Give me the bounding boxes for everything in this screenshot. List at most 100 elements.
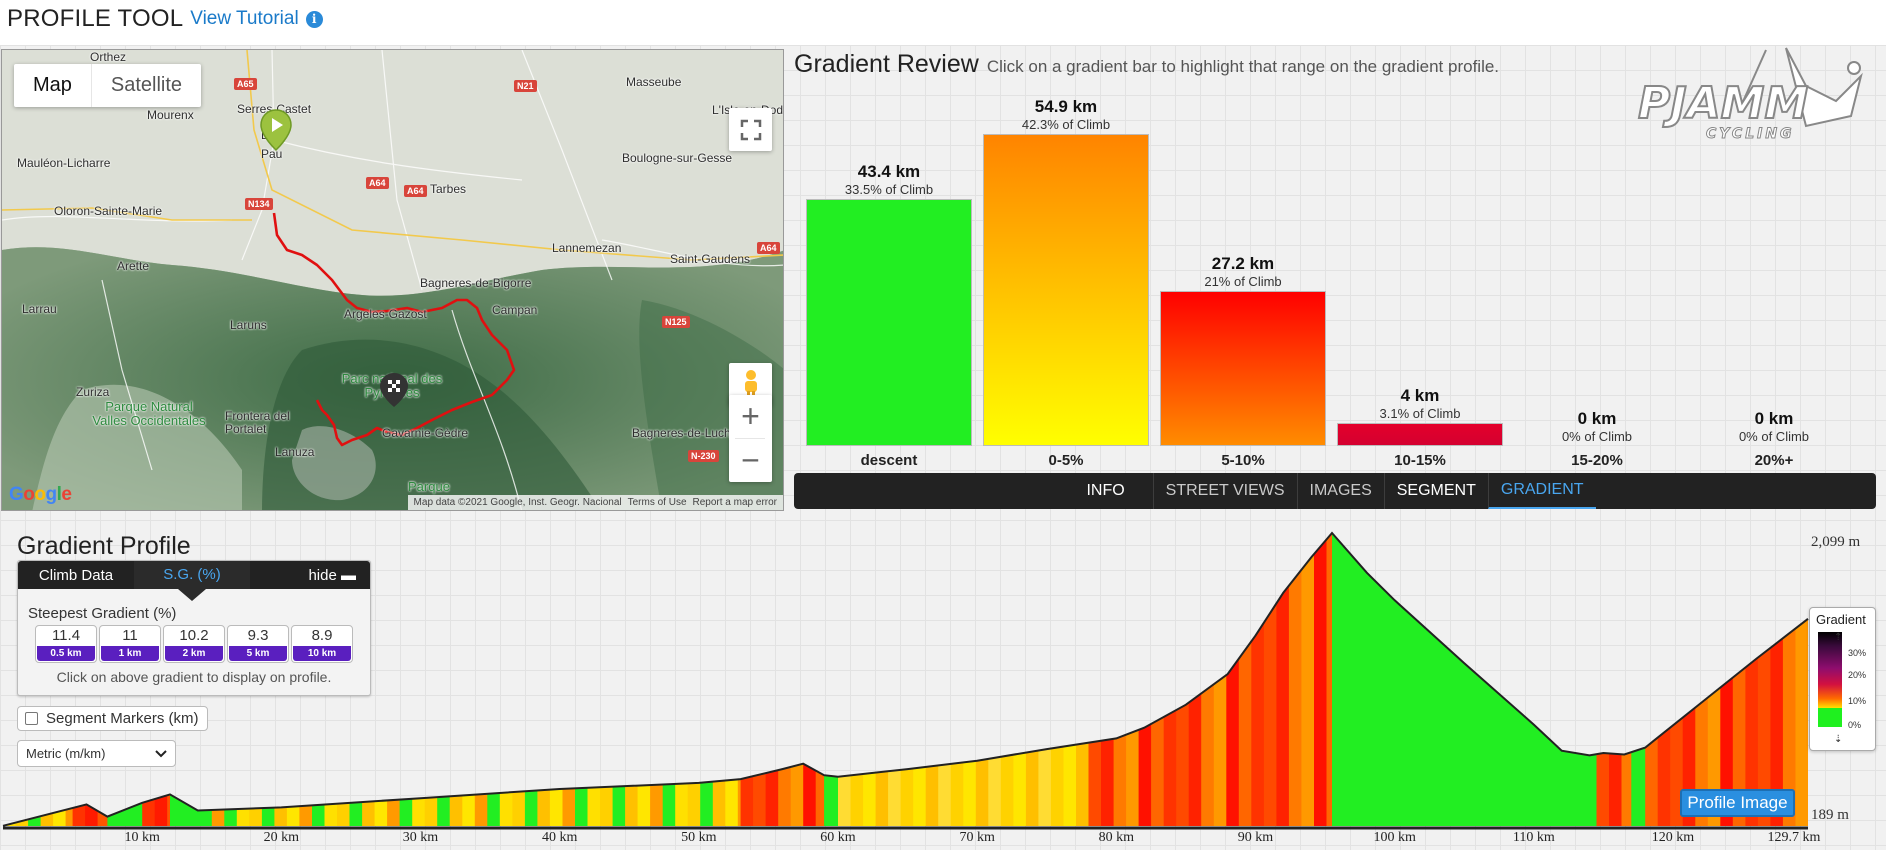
gradient-slice	[462, 533, 476, 826]
tab-info[interactable]: INFO	[1086, 482, 1125, 499]
map-label-serres: Serres-Castet	[237, 102, 312, 116]
distance-tick-label: 60 km	[820, 830, 856, 845]
gradient-slice	[512, 533, 526, 826]
gradient-slice	[587, 533, 601, 826]
gradient-slice	[562, 533, 576, 826]
map-terrain	[2, 50, 783, 510]
gradient-bar-5[interactable]: 0 km 0% of Climb 20%+	[1691, 95, 1857, 469]
gradient-bar-category: 15-20%	[1571, 452, 1623, 469]
gradient-bar-1[interactable]: 54.9 km 42.3% of Climb 0-5%	[983, 95, 1149, 469]
segment-markers-checkbox[interactable]	[25, 712, 38, 725]
gradient-bar-0[interactable]: 43.4 km 33.5% of Climb descent	[806, 95, 972, 469]
road-shield-n134: N134	[245, 198, 273, 210]
gradient-slice	[1557, 533, 1571, 826]
gradient-slice	[1276, 533, 1290, 826]
gradient-bar-4[interactable]: 0 km 0% of Climb 15-20%	[1514, 95, 1680, 469]
map-type-control: Map Satellite	[14, 64, 202, 107]
zoom-in-button[interactable]: +	[741, 398, 760, 434]
gradient-slice	[1288, 533, 1302, 826]
map-type-map-button[interactable]: Map	[14, 64, 92, 107]
start-marker-icon[interactable]	[259, 108, 293, 152]
steepest-gradient-box[interactable]: 9.3 5 km	[227, 625, 289, 663]
map-label-gavarnie: Gavarnie-Gèdre	[382, 426, 469, 440]
tab-street-views[interactable]: STREET VIEWS	[1152, 473, 1297, 509]
gradient-bar-category: 20%+	[1754, 452, 1794, 469]
road-shield-a64-1: A64	[366, 177, 389, 189]
gradient-slice	[575, 533, 589, 826]
gradient-slice	[1482, 533, 1496, 826]
map-label-pau: Pau	[261, 147, 283, 161]
finish-marker-icon[interactable]	[379, 372, 409, 408]
profile-image-button[interactable]: Profile Image	[1680, 789, 1795, 817]
road-shield-a64-2: A64	[404, 185, 427, 197]
gradient-slice	[1076, 533, 1090, 826]
tab-images[interactable]: IMAGES	[1296, 473, 1384, 509]
steepest-gradient-box[interactable]: 8.9 10 km	[291, 625, 353, 663]
gradient-slice	[1013, 533, 1027, 826]
gradient-slice	[1301, 533, 1315, 826]
info-icon[interactable]: i	[305, 10, 323, 28]
road-shield-a65: A65	[234, 78, 257, 90]
gradient-slice	[1326, 533, 1333, 826]
gradient-slice	[637, 533, 651, 826]
gradient-slice	[753, 533, 767, 826]
map-label-oloron: Oloron-Sainte-Marie	[54, 204, 163, 218]
tab-segment[interactable]: SEGMENT	[1383, 473, 1488, 509]
gradient-bar-percent: 21% of Climb	[1204, 274, 1282, 290]
map-label-tarbes: Tarbes	[430, 182, 467, 196]
distance-tick-label: 110 km	[1512, 830, 1555, 845]
terms-of-use-link[interactable]: Terms of Use	[627, 497, 687, 508]
gradient-slice	[612, 533, 626, 826]
logo-subword: CYCLING	[1706, 126, 1795, 142]
steepest-gradient-box[interactable]: 11 1 km	[99, 625, 161, 663]
report-map-error-link[interactable]: Report a map error	[692, 497, 777, 508]
map-label-laruns: Laruns	[230, 318, 267, 332]
fullscreen-button[interactable]	[729, 108, 772, 151]
map-type-satellite-button[interactable]: Satellite	[110, 74, 183, 96]
zoom-out-button[interactable]: −	[741, 442, 760, 478]
steepest-gradient-box[interactable]: 11.4 0.5 km	[35, 625, 97, 663]
unit-select[interactable]: Metric (m/km)	[17, 740, 176, 767]
gradient-bar-distance: 27.2 km	[1211, 254, 1275, 274]
pjamm-cycling-logo: PJAMM CYCLING	[1637, 47, 1863, 143]
gradient-review-title: Gradient Review	[794, 50, 979, 78]
gradient-bar-fill[interactable]	[983, 134, 1149, 446]
gradient-bar-2[interactable]: 27.2 km 21% of Climb 5-10%	[1160, 95, 1326, 469]
gradient-bar-percent: 33.5% of Climb	[844, 182, 934, 198]
chevron-down-icon	[155, 749, 167, 757]
gradient-slice	[1757, 533, 1771, 826]
gradient-slice	[1494, 533, 1508, 826]
steepest-gradient-distance: 0.5 km	[37, 646, 95, 661]
gradient-bar-fill[interactable]	[806, 199, 972, 446]
gradient-bar-fill[interactable]	[1337, 423, 1503, 446]
steepest-gradient-value: 8.9	[311, 627, 333, 644]
gradient-bar-fill[interactable]	[1160, 291, 1326, 446]
gradient-slice	[537, 533, 551, 826]
gradient-slice	[499, 533, 513, 826]
map-label-masseube: Masseube	[626, 75, 682, 89]
gradient-slice	[1545, 533, 1559, 826]
gradient-slice	[1063, 533, 1077, 826]
distance-tick-label: 90 km	[1237, 830, 1274, 845]
gradient-bar-3[interactable]: 4 km 3.1% of Climb 10-15%	[1337, 95, 1503, 469]
gradient-slice	[815, 533, 825, 826]
gradient-slice	[925, 533, 939, 826]
hide-panel-button[interactable]: hide ▬	[308, 566, 356, 584]
steepest-gradient-tab[interactable]: S.G. (%)	[134, 561, 250, 601]
gradient-slice	[1745, 533, 1759, 826]
elevation-profile-chart[interactable]	[0, 525, 1886, 850]
gradient-slice	[399, 533, 413, 826]
gradient-review-header: Gradient Review Click on a gradient bar …	[794, 50, 1499, 79]
unit-select-value: Metric (m/km)	[26, 746, 106, 761]
tab-gradient[interactable]: GRADIENT	[1487, 473, 1596, 509]
segment-markers-toggle[interactable]: Segment Markers (km)	[17, 706, 208, 731]
steepest-gradient-distance: 2 km	[165, 646, 223, 661]
view-tutorial-link[interactable]: View Tutorial	[190, 8, 299, 29]
route-map[interactable]: Orthez Serres-Castet Masseube L'Isle-en-…	[1, 49, 784, 511]
gradient-slice	[1707, 533, 1721, 826]
climb-data-tab[interactable]: Climb Data	[38, 566, 114, 584]
map-data-credit: Map data ©2021 Google, Inst. Geogr. Naci…	[413, 497, 622, 508]
steepest-gradient-box[interactable]: 10.2 2 km	[163, 625, 225, 663]
map-label-lannemezan: Lannemezan	[552, 241, 622, 255]
map-attribution: Map data ©2021 Google, Inst. Geogr. Naci…	[407, 495, 783, 510]
